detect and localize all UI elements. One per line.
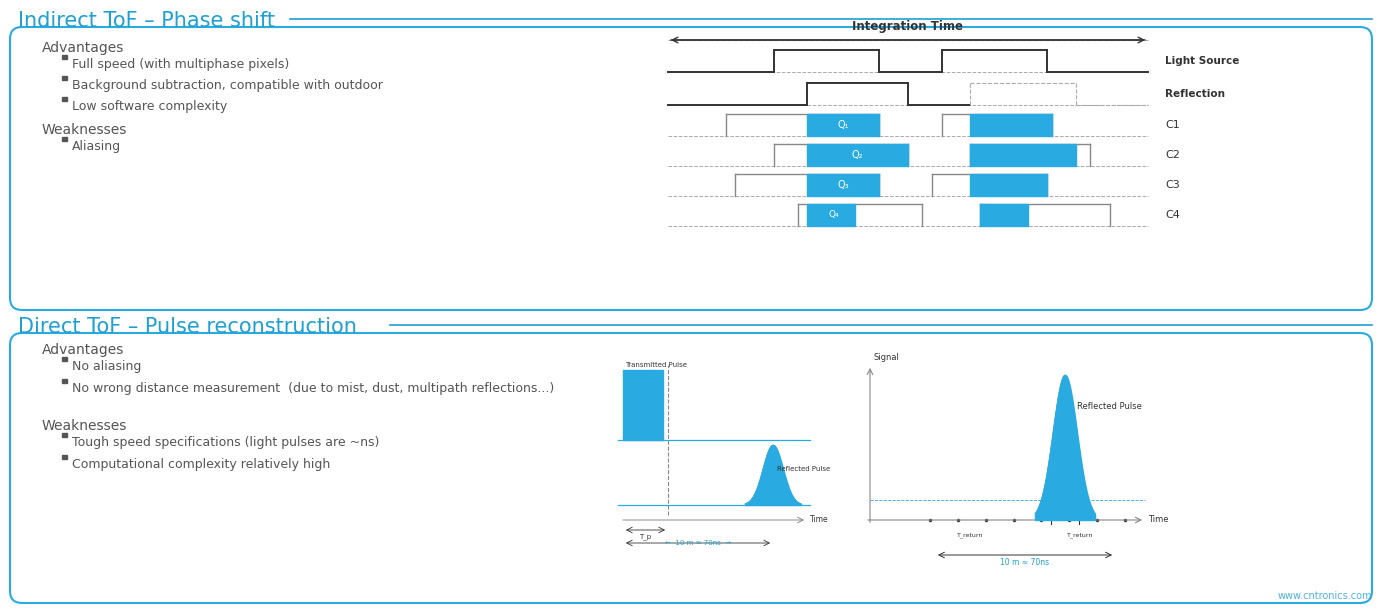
Text: T_p: T_p bbox=[639, 533, 651, 540]
Bar bbox=[62, 432, 67, 437]
Text: www.cntronics.com: www.cntronics.com bbox=[1278, 591, 1372, 601]
Text: Q₁: Q₁ bbox=[837, 120, 850, 130]
Bar bbox=[62, 357, 67, 361]
Text: Time: Time bbox=[1148, 515, 1168, 525]
Text: No aliasing: No aliasing bbox=[72, 360, 141, 373]
Bar bbox=[62, 454, 67, 459]
Bar bbox=[62, 55, 67, 59]
Text: Reflection: Reflection bbox=[1166, 89, 1225, 99]
Text: Full speed (with multiphase pixels): Full speed (with multiphase pixels) bbox=[72, 58, 290, 71]
Text: Weaknesses: Weaknesses bbox=[42, 419, 128, 433]
Text: C3: C3 bbox=[1166, 180, 1179, 190]
Text: ←  10 m ≈ 70ns  →: ← 10 m ≈ 70ns → bbox=[665, 540, 732, 546]
Text: Signal: Signal bbox=[873, 353, 900, 362]
Bar bbox=[62, 137, 67, 141]
Text: T_return: T_return bbox=[1067, 532, 1094, 538]
Text: C1: C1 bbox=[1166, 120, 1179, 130]
Text: Advantages: Advantages bbox=[42, 41, 125, 55]
Text: Weaknesses: Weaknesses bbox=[42, 123, 128, 137]
Text: Q₃: Q₃ bbox=[837, 180, 850, 190]
Text: No wrong distance measurement  (due to mist, dust, multipath reflections...): No wrong distance measurement (due to mi… bbox=[72, 382, 554, 395]
Text: Q₄: Q₄ bbox=[829, 210, 840, 220]
Text: Tough speed specifications (light pulses are ~ns): Tough speed specifications (light pulses… bbox=[72, 436, 380, 449]
Text: Background subtraction, compatible with outdoor: Background subtraction, compatible with … bbox=[72, 79, 383, 92]
Text: Low software complexity: Low software complexity bbox=[72, 100, 227, 113]
Text: Time: Time bbox=[809, 515, 829, 525]
Text: Transmitted Pulse: Transmitted Pulse bbox=[625, 362, 687, 368]
Text: Advantages: Advantages bbox=[42, 343, 125, 357]
Text: Reflected Pulse: Reflected Pulse bbox=[778, 466, 830, 472]
Text: Computational complexity relatively high: Computational complexity relatively high bbox=[72, 458, 330, 471]
Text: Q₂: Q₂ bbox=[852, 150, 863, 160]
Bar bbox=[62, 76, 67, 80]
Text: Indirect ToF – Phase shift: Indirect ToF – Phase shift bbox=[18, 11, 274, 31]
Text: C2: C2 bbox=[1166, 150, 1179, 160]
Text: 10 m ≈ 70ns: 10 m ≈ 70ns bbox=[1001, 558, 1049, 567]
Text: Reflected Pulse: Reflected Pulse bbox=[1077, 402, 1142, 411]
Text: Aliasing: Aliasing bbox=[72, 140, 121, 153]
Text: C4: C4 bbox=[1166, 210, 1179, 220]
Text: Integration Time: Integration Time bbox=[852, 20, 963, 33]
Text: Light Source: Light Source bbox=[1166, 56, 1239, 66]
Text: Direct ToF – Pulse reconstruction: Direct ToF – Pulse reconstruction bbox=[18, 317, 356, 337]
Bar bbox=[62, 97, 67, 101]
Text: T_return: T_return bbox=[956, 532, 983, 538]
Bar bbox=[62, 378, 67, 383]
